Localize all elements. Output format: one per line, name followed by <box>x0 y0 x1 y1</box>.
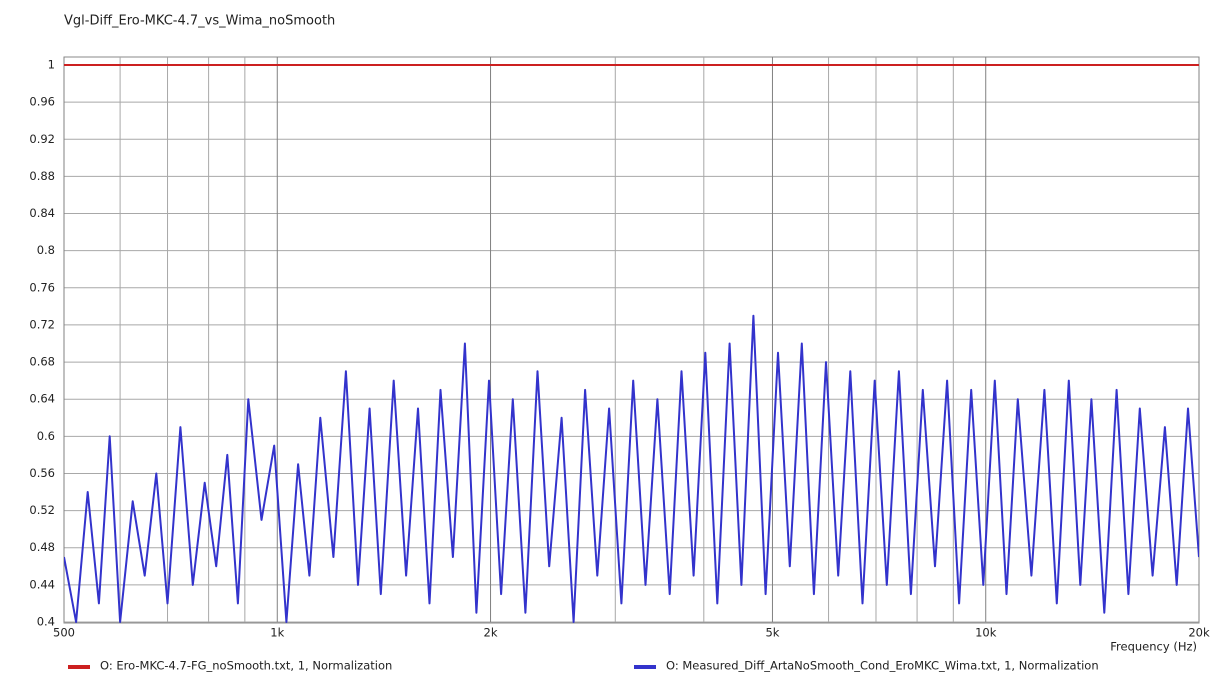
x-tick-label: 20k <box>1188 626 1210 640</box>
y-tick-label: 0.4 <box>37 615 55 629</box>
legend-label: O: Measured_Diff_ArtaNoSmooth_Cond_EroMK… <box>666 659 1099 673</box>
y-tick-label: 0.88 <box>29 169 55 183</box>
y-tick-label: 0.68 <box>29 355 55 369</box>
legend-label: O: Ero-MKC-4.7-FG_noSmooth.txt, 1, Norma… <box>100 659 392 673</box>
y-tick-label: 0.92 <box>29 132 55 146</box>
y-tick-label: 0.52 <box>29 503 55 517</box>
y-tick-label: 0.8 <box>37 243 55 257</box>
grid <box>63 57 1200 623</box>
x-tick-label: 5k <box>765 626 779 640</box>
y-tick-label: 0.84 <box>29 206 55 220</box>
y-tick-label: 0.76 <box>29 280 55 294</box>
y-tick-label: 0.72 <box>29 317 55 331</box>
x-tick-label: 1k <box>270 626 284 640</box>
y-tick-label: 0.44 <box>29 577 55 591</box>
x-tick-label: 10k <box>975 626 997 640</box>
y-tick-label: 0.64 <box>29 392 55 406</box>
lines <box>64 64 1199 623</box>
x-axis-label: Frequency (Hz) <box>1110 640 1197 654</box>
y-tick-label: 0.56 <box>29 466 55 480</box>
series-line <box>64 314 1199 623</box>
y-tick-label: 0.6 <box>37 429 55 443</box>
y-tick-label: 0.48 <box>29 540 55 554</box>
x-tick-label: 2k <box>484 626 498 640</box>
y-tick-label: 1 <box>48 58 55 72</box>
x-tick-label: 500 <box>53 626 75 640</box>
chart-title: Vgl-Diff_Ero-MKC-4.7_vs_Wima_noSmooth <box>64 14 335 29</box>
y-tick-label: 0.96 <box>29 95 55 109</box>
